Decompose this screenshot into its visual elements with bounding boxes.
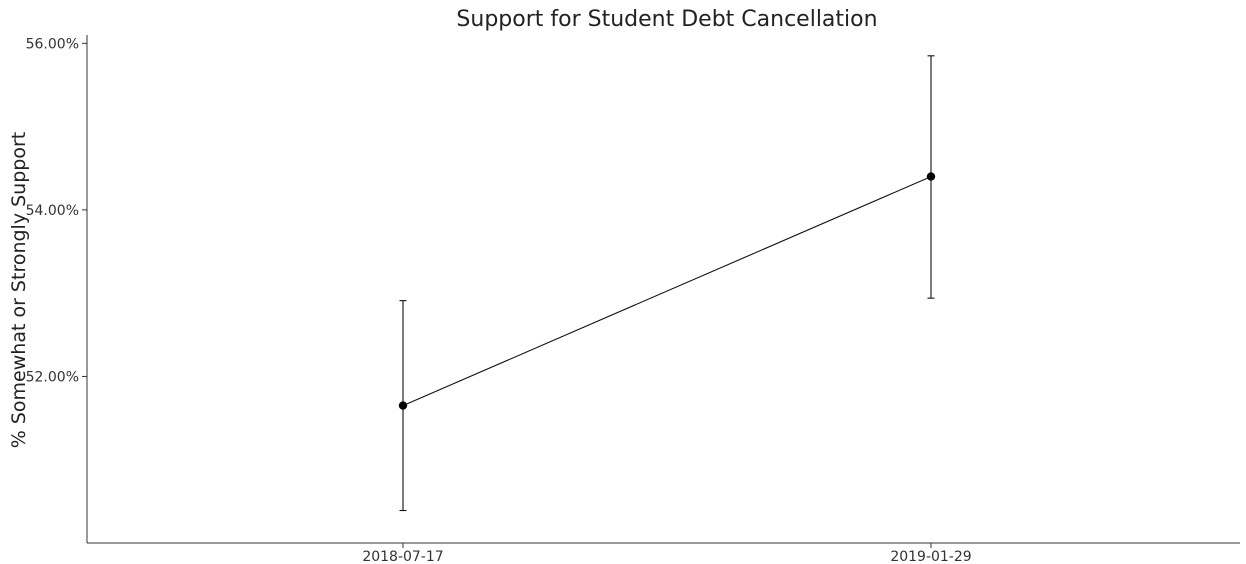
data-point <box>398 401 408 410</box>
x-tick-label: 2018-07-17 <box>362 549 443 564</box>
y-tick-label: 54.00% <box>26 203 79 219</box>
y-tick-label: 52.00% <box>26 369 79 385</box>
y-axis-title: % Somewhat or Strongly Support <box>8 132 30 448</box>
series-line <box>402 176 932 407</box>
x-tick-label: 2019-01-29 <box>890 549 971 564</box>
chart-title: Support for Student Debt Cancellation <box>456 7 877 32</box>
x-ticks: 2018-07-17 2019-01-29 <box>362 543 972 564</box>
data-point <box>926 172 936 181</box>
series-layer <box>398 55 936 512</box>
y-ticks: 52.00% 54.00% 56.00% <box>26 36 87 385</box>
y-tick-label: 56.00% <box>26 36 79 52</box>
